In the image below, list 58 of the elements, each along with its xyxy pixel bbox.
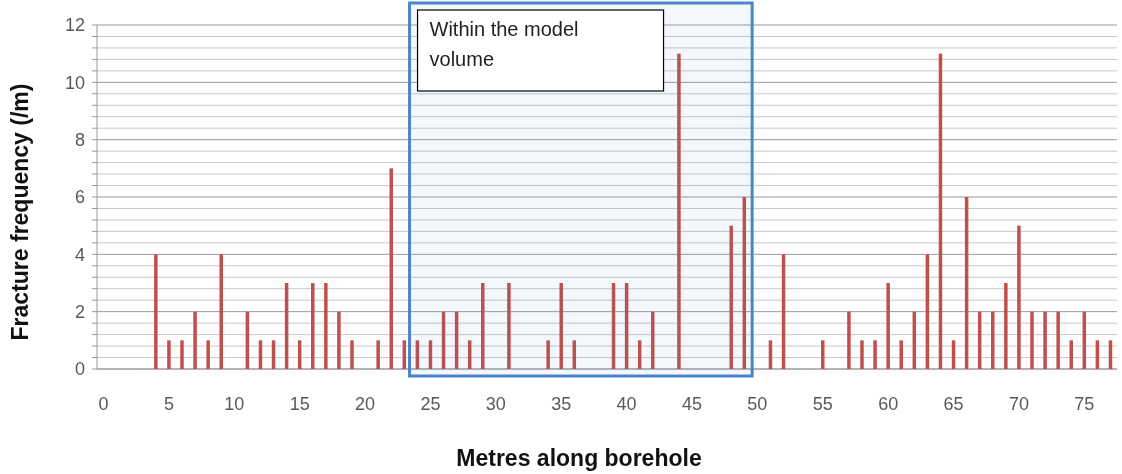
y-tick-label: 8: [74, 129, 85, 150]
bar: [886, 283, 890, 369]
bar: [1030, 311, 1034, 369]
bar: [546, 340, 550, 369]
x-tick-label: 60: [878, 394, 899, 414]
bar: [991, 311, 995, 369]
bar: [860, 340, 864, 369]
x-tick-label: 65: [943, 394, 964, 414]
y-tick-label: 6: [74, 187, 85, 208]
bar: [311, 283, 315, 369]
bar: [167, 340, 171, 369]
bar: [847, 311, 851, 369]
bar: [350, 340, 354, 369]
bar: [821, 340, 825, 369]
x-tick-label: 40: [616, 394, 637, 414]
bar: [873, 340, 877, 369]
band-label: Within the model volume: [428, 17, 580, 72]
x-tick-label: 0: [98, 394, 109, 414]
bar: [677, 53, 681, 369]
bar: [219, 254, 223, 369]
bar: [180, 340, 184, 369]
bar: [1043, 311, 1047, 369]
x-tick-label: 10: [224, 394, 245, 414]
y-tick-label: 2: [74, 301, 85, 322]
bar: [1069, 340, 1073, 369]
x-tick-label: 20: [355, 394, 376, 414]
x-tick-label: 45: [681, 394, 703, 414]
bar: [376, 340, 380, 369]
bar: [337, 311, 341, 369]
bar: [729, 225, 733, 369]
x-tick-label: 70: [1008, 394, 1029, 414]
y-tick-label: 12: [64, 15, 85, 36]
bar: [154, 254, 158, 369]
y-tick-label: 4: [74, 244, 85, 265]
y-axis-title: Fracture frequency (/m): [7, 83, 33, 341]
bar: [481, 283, 485, 369]
bar: [1004, 283, 1008, 369]
bar: [389, 168, 393, 369]
bar: [507, 283, 511, 369]
bar: [559, 283, 563, 369]
y-tick-label: 10: [64, 72, 85, 93]
y-tick-label: 0: [74, 359, 85, 380]
x-tick-label: 15: [289, 394, 310, 414]
x-tick-label: 25: [420, 394, 441, 414]
x-tick-label: 30: [485, 394, 506, 414]
x-tick-label: 55: [812, 394, 833, 414]
bar: [651, 311, 655, 369]
x-tick-label: 50: [747, 394, 768, 414]
bar: [1056, 311, 1060, 369]
bar: [324, 283, 328, 369]
bar: [1017, 225, 1021, 369]
x-axis-title: Metres along borehole: [456, 445, 702, 471]
x-tick-label: 35: [551, 394, 572, 414]
x-tick-label: 75: [1074, 394, 1095, 414]
x-tick-label: 5: [163, 394, 174, 414]
bar: [899, 340, 903, 369]
bar: [206, 340, 210, 369]
bar: [193, 311, 197, 369]
